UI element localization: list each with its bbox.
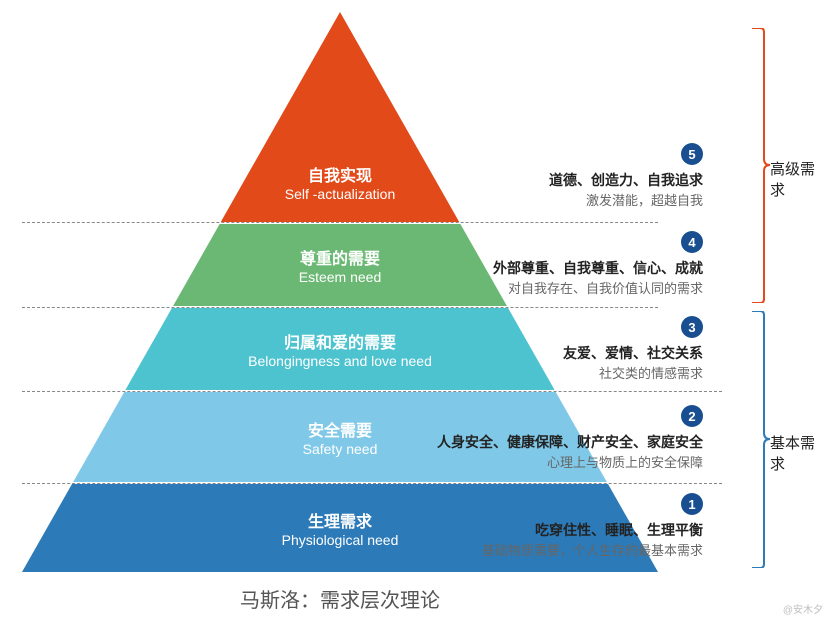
bracket-upper-label: 高级需求 [770, 158, 829, 200]
pyramid-layer-3: 归属和爱的需要 Belongingness and love need [125, 308, 554, 390]
level-badge-2: 2 [681, 405, 703, 427]
bracket-lower [752, 311, 770, 568]
diagram-canvas: 自我实现 Self -actualization 尊重的需要 Esteem ne… [0, 0, 829, 630]
divider-1 [22, 222, 658, 223]
level-badge-4: 4 [681, 231, 703, 253]
layer3-title-cn: 归属和爱的需要 [248, 329, 432, 353]
layer5-title-cn: 自我实现 [285, 162, 396, 186]
layer4-title-en: Esteem need [299, 269, 382, 285]
level-desc-2: 人身安全、健康保障、财产安全、家庭安全 心理上与物质上的安全保障 [437, 432, 703, 471]
layer4-title-cn: 尊重的需要 [299, 245, 382, 269]
level-badge-1: 1 [681, 493, 703, 515]
divider-4 [22, 483, 722, 484]
layer2-title-cn: 安全需要 [303, 417, 378, 441]
bracket-upper [752, 28, 770, 303]
layer1-title-en: Physiological need [282, 532, 399, 548]
layer2-title-en: Safety need [303, 441, 378, 457]
pyramid-layer-4: 尊重的需要 Esteem need [173, 224, 507, 306]
divider-3 [22, 391, 722, 392]
layer1-title-cn: 生理需求 [282, 508, 399, 532]
level-desc-4: 外部尊重、自我尊重、信心、成就 对自我存在、自我价值认同的需求 [493, 258, 703, 297]
layer3-title-en: Belongingness and love need [248, 353, 432, 369]
diagram-title: 马斯洛：需求层次理论 [0, 584, 680, 613]
level-badge-3: 3 [681, 316, 703, 338]
level-badge-5: 5 [681, 143, 703, 165]
layer5-title-en: Self -actualization [285, 186, 396, 202]
bracket-lower-label: 基本需求 [770, 432, 829, 474]
pyramid-layer-5: 自我实现 Self -actualization [221, 12, 460, 222]
level-desc-5: 道德、创造力、自我追求 激发潜能，超越自我 [549, 170, 703, 209]
divider-2 [22, 307, 658, 308]
level-desc-3: 友爱、爱情、社交关系 社交类的情感需求 [563, 343, 703, 382]
level-desc-1: 吃穿住性、睡眠、生理平衡 基础物质需要，个人生存的最基本需求 [482, 520, 703, 559]
watermark: @安木夕 [783, 601, 823, 616]
